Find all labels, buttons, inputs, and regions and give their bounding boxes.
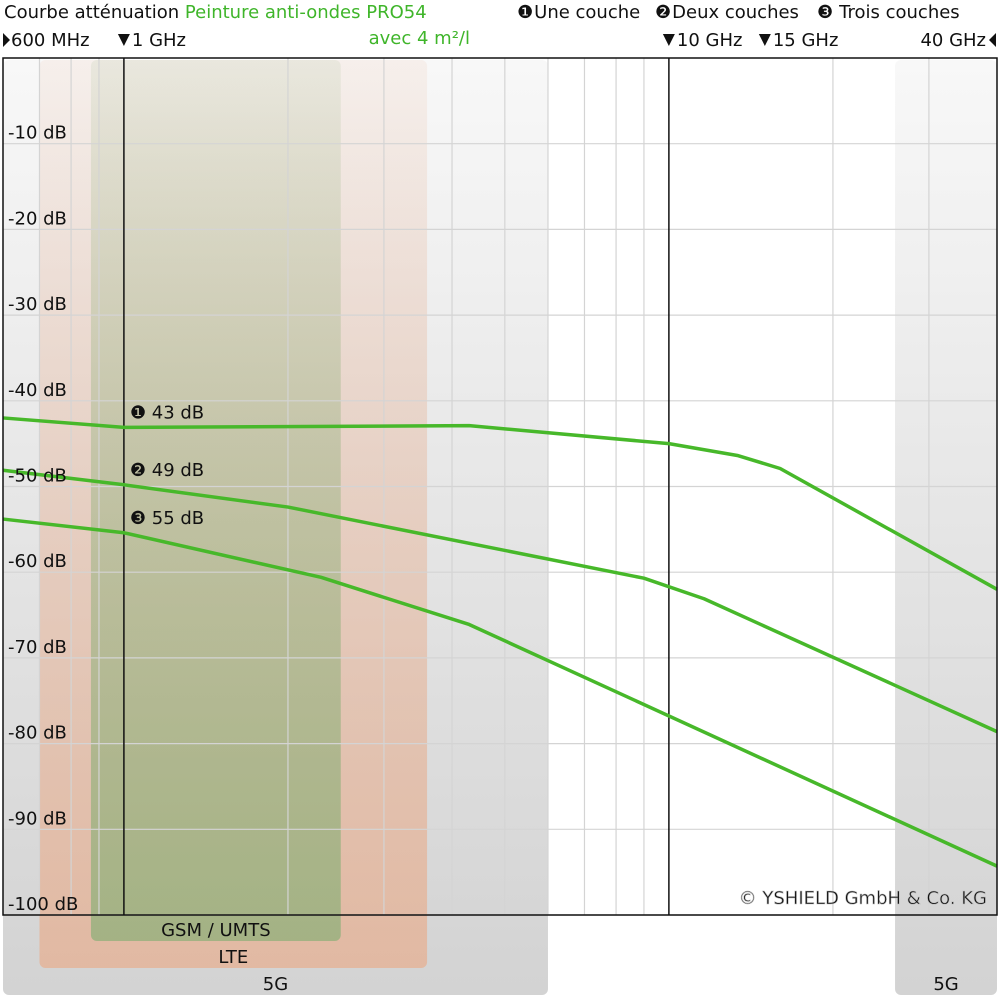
- x-tick-label: 40 GHz: [920, 30, 986, 51]
- band-label: GSM / UMTS: [161, 920, 271, 941]
- series-line: [2, 468, 998, 734]
- legend-label: Trois couches: [838, 2, 960, 23]
- y-tick-label: -50 dB: [8, 466, 67, 487]
- legend-label: Deux couches: [672, 2, 799, 23]
- title: Courbe atténuation: [4, 2, 179, 23]
- copyright: © YSHIELD GmbH & Co. KG: [739, 888, 987, 909]
- band: [90, 60, 341, 941]
- x-tick-label: 15 GHz: [773, 30, 839, 51]
- x-tick-label: 1 GHz: [132, 30, 186, 51]
- tick-marker: [758, 34, 771, 46]
- annotation: ❷ 49 dB: [130, 460, 204, 481]
- legend-marker: ❷: [655, 2, 671, 23]
- legend-entry: ❸ Trois couches: [817, 2, 960, 23]
- legend: ❶Une couche ❷Deux couches ❸ Trois couches: [517, 2, 960, 23]
- tick-marker: [989, 33, 996, 47]
- x-tick-label: 600 MHz: [11, 30, 90, 51]
- y-tick-label: -80 dB: [8, 723, 67, 744]
- legend-marker: ❶: [517, 2, 533, 23]
- band: [895, 60, 997, 995]
- y-tick-label: -20 dB: [8, 208, 67, 229]
- tick-marker: [117, 34, 130, 46]
- band-label: 5G: [263, 974, 288, 995]
- y-tick-label: -100 dB: [8, 894, 78, 915]
- y-tick-label: -70 dB: [8, 637, 67, 658]
- lines: [2, 416, 998, 868]
- y-tick-label: -90 dB: [8, 808, 67, 829]
- annotation: ❶ 43 dB: [130, 402, 204, 423]
- legend-marker: ❸: [817, 2, 833, 23]
- bands: [3, 60, 997, 995]
- y-tick-label: -30 dB: [8, 294, 67, 315]
- y-tick-label: -60 dB: [8, 551, 67, 572]
- tick-marker: [662, 34, 675, 46]
- x-tick-label: 10 GHz: [677, 30, 743, 51]
- subtitle: Peinture anti-ondes PRO54: [185, 2, 427, 23]
- chart-title: Courbe atténuation Peinture anti-ondes P…: [4, 2, 427, 23]
- legend-entry: ❷Deux couches: [655, 2, 799, 23]
- series-line: [2, 416, 998, 591]
- legend-label: Une couche: [534, 2, 640, 23]
- y-tick-label: -40 dB: [8, 380, 67, 401]
- subtitle2: avec 4 m²/l: [369, 28, 470, 49]
- band-label: 5G: [933, 974, 958, 995]
- tick-marker: [3, 33, 10, 47]
- legend-entry: ❶Une couche: [517, 2, 640, 23]
- series-line: [2, 517, 998, 868]
- annotation: ❸ 55 dB: [130, 508, 204, 529]
- plot-frame: [2, 57, 998, 916]
- y-tick-label: -10 dB: [8, 123, 67, 144]
- band-label: LTE: [218, 947, 248, 968]
